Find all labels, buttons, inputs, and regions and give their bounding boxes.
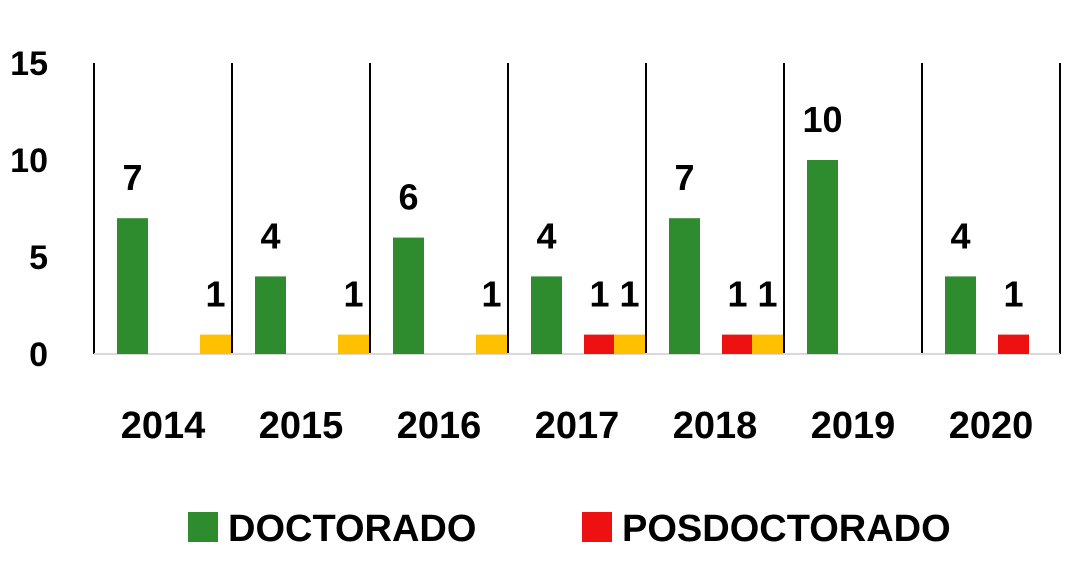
data-label: 1 — [205, 274, 225, 315]
x-category-label: 2014 — [121, 405, 206, 447]
y-tick-label: 10 — [10, 142, 48, 180]
x-category-label: 2020 — [949, 405, 1034, 447]
x-category-label: 2015 — [259, 405, 344, 447]
bar — [255, 276, 286, 354]
y-tick-label: 5 — [29, 239, 48, 277]
data-label: 4 — [950, 215, 970, 256]
x-category-label: 2017 — [535, 405, 620, 447]
y-tick-label: 0 — [29, 336, 48, 374]
bar — [807, 160, 838, 354]
x-category-label: 2019 — [811, 405, 896, 447]
legend-label-doctorado: DOCTORADO — [228, 508, 476, 550]
x-category-label: 2016 — [397, 405, 482, 447]
category-separators — [93, 63, 1061, 354]
data-label: 4 — [536, 215, 556, 256]
x-category-label: 2018 — [673, 405, 758, 447]
y-axis-ticks: 0 5 10 15 — [10, 45, 48, 374]
y-tick-label: 15 — [10, 45, 48, 83]
legend-swatch-posdoctorado — [582, 512, 612, 542]
bars — [117, 160, 1029, 354]
bar — [117, 218, 148, 354]
bar — [669, 218, 700, 354]
data-label: 1 — [727, 274, 747, 315]
data-label: 1 — [757, 274, 777, 315]
data-label: 6 — [398, 177, 418, 218]
data-label: 10 — [802, 99, 842, 140]
x-axis-categories: 2014 2015 2016 2017 2018 2019 2020 — [121, 405, 1034, 447]
data-label: 4 — [260, 215, 280, 256]
data-label: 7 — [674, 157, 694, 198]
legend-label-posdoctorado: POSDOCTORADO — [622, 508, 951, 550]
bar — [752, 334, 783, 354]
bar — [531, 276, 562, 354]
bar — [476, 334, 507, 354]
data-label: 7 — [122, 157, 142, 198]
data-label: 1 — [481, 274, 501, 315]
data-label: 1 — [343, 274, 363, 315]
data-label: 1 — [589, 274, 609, 315]
bar — [614, 334, 645, 354]
bar — [722, 334, 753, 354]
legend: DOCTORADO POSDOCTORADO — [188, 508, 951, 550]
bar — [200, 334, 231, 354]
bar — [945, 276, 976, 354]
bar — [998, 334, 1029, 354]
bar — [584, 334, 615, 354]
data-label: 1 — [1003, 274, 1023, 315]
bar — [338, 334, 369, 354]
legend-swatch-doctorado — [188, 512, 218, 542]
data-label: 1 — [619, 274, 639, 315]
bar — [393, 237, 424, 354]
